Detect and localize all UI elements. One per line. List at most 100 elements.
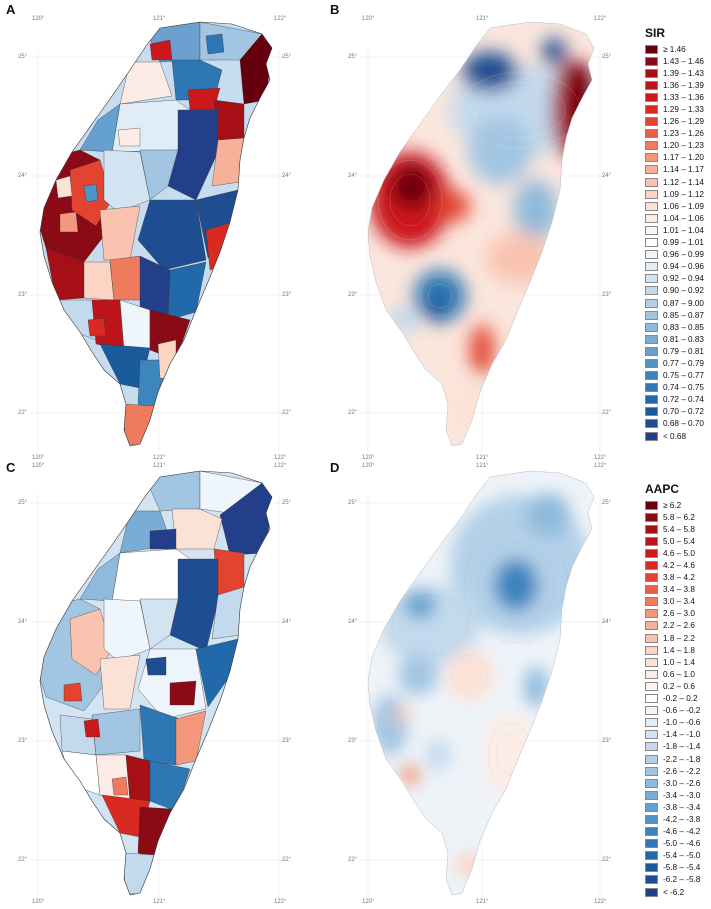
legend-label: 1.06 – 1.09 bbox=[663, 201, 704, 211]
legend-swatch bbox=[645, 548, 658, 558]
tick-lon-122: 122° bbox=[594, 455, 607, 461]
legend-item: 1.06 – 1.09 bbox=[645, 200, 704, 212]
legend-item: -3.8 – -3.4 bbox=[645, 801, 700, 813]
legend-swatch bbox=[645, 681, 658, 691]
tick-lat-22: 22° bbox=[18, 857, 28, 863]
legend-item: 1.23 – 1.26 bbox=[645, 128, 704, 140]
legend-swatch bbox=[645, 657, 658, 667]
legend-swatch bbox=[645, 645, 658, 655]
tick-lon-122: 122° bbox=[274, 463, 287, 469]
legend-swatch bbox=[645, 177, 658, 187]
legend-label: -4.2 – -3.8 bbox=[663, 814, 701, 824]
tick-lat-23: 23° bbox=[18, 738, 28, 744]
tick-lat-25-right: 25° bbox=[282, 54, 292, 60]
legend-label: 0.83 – 0.85 bbox=[663, 322, 704, 332]
tick-lat-25-right: 25° bbox=[602, 54, 612, 60]
legend-label: -5.8 – -5.4 bbox=[663, 863, 701, 873]
tick-lat-23: 23° bbox=[348, 738, 358, 744]
legend-label: 1.17 – 1.20 bbox=[663, 153, 704, 163]
legend-item: 1.4 – 1.8 bbox=[645, 644, 700, 656]
legend-swatch bbox=[645, 718, 658, 728]
legend-label: -5.4 – -5.0 bbox=[663, 851, 701, 861]
legend-label: 0.81 – 0.83 bbox=[663, 334, 704, 344]
legend-label: 0.70 – 0.72 bbox=[663, 407, 704, 417]
legend-swatch bbox=[645, 56, 658, 66]
tick-lat-24: 24° bbox=[18, 173, 28, 179]
legend-swatch bbox=[645, 790, 658, 800]
legend-item: 0.83 – 0.85 bbox=[645, 321, 704, 333]
legend-label: 1.20 – 1.23 bbox=[663, 141, 704, 151]
legend-label: 0.87 – 9.00 bbox=[663, 298, 704, 308]
legend-item: -1.0 – -0.6 bbox=[645, 717, 700, 729]
legend-item: -1.4 – -1.0 bbox=[645, 729, 700, 741]
tick-lon-121: 121° bbox=[476, 455, 489, 461]
legend-aapc-title: AAPC bbox=[645, 482, 680, 496]
legend-swatch bbox=[645, 165, 658, 175]
tick-lon-121: 121° bbox=[476, 16, 489, 22]
legend-label: 4.6 – 5.0 bbox=[663, 548, 695, 558]
legend-label: 0.68 – 0.70 bbox=[663, 419, 704, 429]
legend-swatch bbox=[645, 512, 658, 522]
legend-swatch bbox=[645, 875, 658, 885]
tick-lat-25: 25° bbox=[348, 500, 358, 506]
tick-lat-22: 22° bbox=[348, 857, 358, 863]
legend-label: 3.8 – 4.2 bbox=[663, 573, 695, 583]
legend-item: 0.70 – 0.72 bbox=[645, 406, 704, 418]
legend-label: ≥ 6.2 bbox=[663, 500, 682, 510]
legend-item: 3.0 – 3.4 bbox=[645, 596, 700, 608]
tick-lon-120: 120° bbox=[362, 16, 375, 22]
panel-c: C bbox=[0, 455, 320, 909]
tick-lon-121: 121° bbox=[476, 463, 489, 469]
legend-item: 1.04 – 1.06 bbox=[645, 212, 704, 224]
legend-label: -5.0 – -4.6 bbox=[663, 839, 701, 849]
legend-swatch bbox=[645, 500, 658, 510]
legend-label: 1.12 – 1.14 bbox=[663, 177, 704, 187]
map-d-smoothed-surface bbox=[367, 470, 595, 896]
legend-item: < 0.68 bbox=[645, 430, 704, 442]
legend-label: 0.74 – 0.75 bbox=[663, 383, 704, 393]
legend-label: -0.2 – 0.2 bbox=[663, 694, 698, 704]
legend-swatch bbox=[645, 742, 658, 752]
legend-label: 0.99 – 1.01 bbox=[663, 238, 704, 248]
legend-label: 4.2 – 4.6 bbox=[663, 561, 695, 571]
tick-lat-23-right: 23° bbox=[602, 738, 612, 744]
legend-item: 0.99 – 1.01 bbox=[645, 237, 704, 249]
legend-swatch bbox=[645, 129, 658, 139]
legend-item: 1.39 – 1.43 bbox=[645, 67, 704, 79]
legend-item: -3.4 – -3.0 bbox=[645, 789, 700, 801]
tick-lon-120: 120° bbox=[362, 899, 375, 905]
legend-item: 1.0 – 1.4 bbox=[645, 656, 700, 668]
tick-lat-23-right: 23° bbox=[282, 292, 292, 298]
legend-label: -2.6 – -2.2 bbox=[663, 766, 701, 776]
legend-swatch bbox=[645, 44, 658, 54]
legend-item: 0.85 – 0.87 bbox=[645, 309, 704, 321]
legend-swatch bbox=[645, 213, 658, 223]
legend-swatch bbox=[645, 250, 658, 260]
legend-item: 0.2 – 0.6 bbox=[645, 680, 700, 692]
tick-lon-121: 121° bbox=[476, 899, 489, 905]
legend-label: 2.2 – 2.6 bbox=[663, 621, 695, 631]
legend-item: 2.6 – 3.0 bbox=[645, 608, 700, 620]
legend-label: 1.8 – 2.2 bbox=[663, 633, 695, 643]
tick-lat-25: 25° bbox=[18, 54, 28, 60]
legend-item: 3.8 – 4.2 bbox=[645, 572, 700, 584]
tick-lat-24-right: 24° bbox=[282, 619, 292, 625]
legend-item: 0.92 – 0.94 bbox=[645, 273, 704, 285]
tick-lon-121: 121° bbox=[153, 463, 166, 469]
tick-lat-23: 23° bbox=[348, 292, 358, 298]
tick-lat-23-right: 23° bbox=[602, 292, 612, 298]
legend-sir-title: SIR bbox=[645, 26, 666, 40]
legend-swatch bbox=[645, 298, 658, 308]
legend-swatch bbox=[645, 189, 658, 199]
legend-swatch bbox=[645, 419, 658, 429]
legend-sir-items: ≥ 1.46 1.43 – 1.46 1.39 – 1.43 1.36 – 1.39 1… bbox=[645, 43, 704, 442]
legend-item: 0.81 – 0.83 bbox=[645, 333, 704, 345]
legend-swatch bbox=[645, 358, 658, 368]
legend-label: 1.09 – 1.12 bbox=[663, 189, 704, 199]
tick-lon-120: 120° bbox=[362, 455, 375, 461]
map-c-choropleth bbox=[39, 470, 273, 896]
panel-letter-c: C bbox=[6, 460, 16, 475]
legend-item: 0.79 – 0.81 bbox=[645, 345, 704, 357]
tick-lon-122: 122° bbox=[274, 455, 287, 461]
legend-swatch bbox=[645, 839, 658, 849]
